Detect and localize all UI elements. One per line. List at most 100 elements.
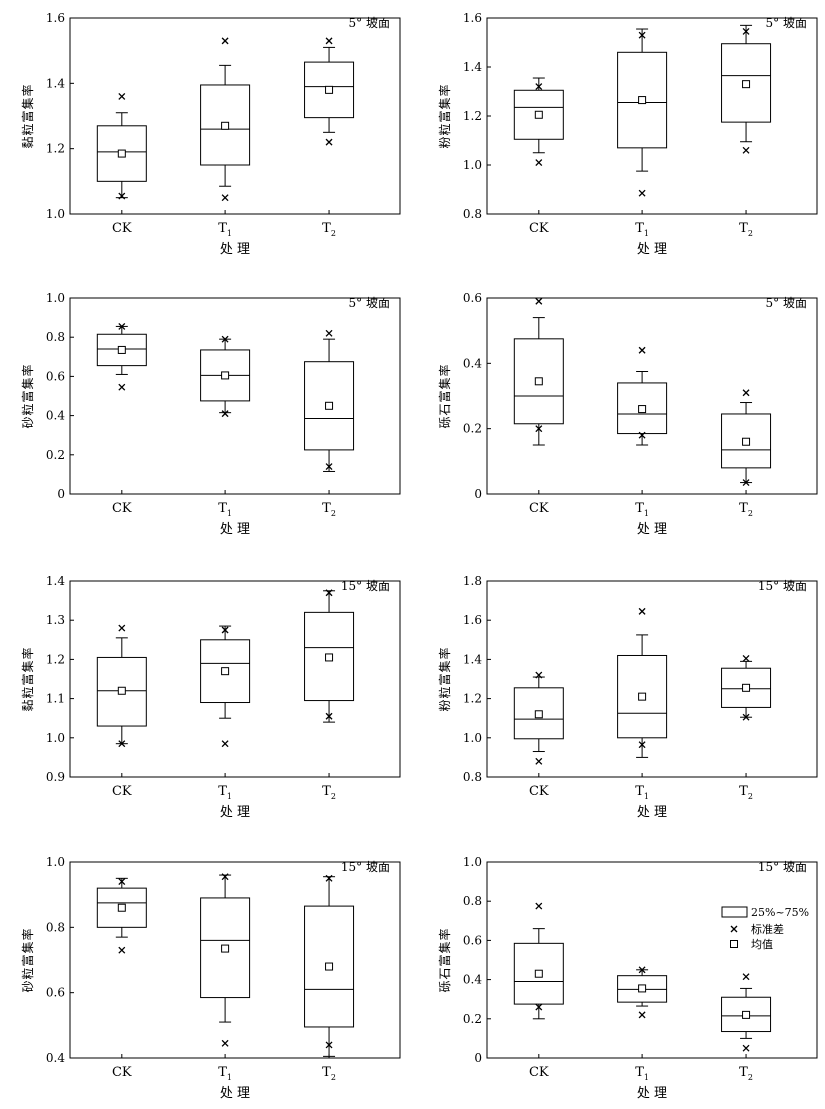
box-T1 [200, 335, 251, 418]
x-tick-label-CK: CK [112, 501, 132, 516]
y-tick-label: 1.0 [463, 855, 482, 869]
sd-marker [535, 159, 543, 167]
box-CK [96, 322, 147, 391]
legend-box-label: 25%~75% [751, 906, 809, 919]
sd-marker [325, 37, 333, 45]
legend-sd-label: 标准差 [751, 922, 784, 936]
x-axis-label: 处 理 [220, 805, 250, 820]
panel-title: 15° 坡面 [341, 860, 390, 874]
x-tick-label-T2: T2 [739, 1065, 753, 1082]
y-tick-label: 1.0 [463, 158, 482, 172]
y-tick-label: 0 [474, 1051, 482, 1065]
y-axis-label: 砾石富集率 [437, 363, 452, 428]
sd-marker [742, 654, 750, 662]
mean-marker [221, 121, 230, 130]
sd-marker [535, 1003, 543, 1011]
plot-frame [486, 861, 818, 1059]
box-T1 [200, 625, 251, 748]
sd-marker [325, 463, 333, 471]
box-T1 [617, 28, 668, 197]
mean-marker [117, 686, 126, 695]
x-tick-label-T1: T1 [635, 501, 649, 518]
y-axis-label: 砾石富集率 [437, 927, 452, 992]
y-axis-label: 砂粒富集率 [20, 363, 35, 428]
mean-marker [117, 149, 126, 158]
sd-marker [638, 31, 646, 39]
x-tick-label-T1: T1 [218, 1065, 232, 1082]
sd-marker [638, 966, 646, 974]
box-plot-panel-3: 0 0.2 0.4 0.6 0.8 1.0 砂粒富集率 5° 坡面 CK T1 T2 处 理 [20, 291, 401, 537]
mean-marker [221, 371, 230, 380]
y-tick-label: 0.4 [46, 1051, 65, 1065]
sd-marker [325, 138, 333, 146]
sd-marker [742, 973, 750, 981]
mean-marker [221, 667, 230, 676]
sd-marker [221, 740, 229, 748]
y-axis-label: 粉粒富集率 [437, 646, 452, 711]
mean-marker [534, 110, 543, 119]
x-axis-label: 处 理 [637, 805, 667, 820]
plot-frame [486, 580, 818, 778]
sd-marker [118, 740, 126, 748]
mean-marker [742, 683, 751, 692]
y-tick-label: 0.2 [463, 422, 482, 436]
sd-marker [638, 1011, 646, 1019]
y-tick-label: 1.0 [46, 855, 65, 869]
y-axis-label: 黏粒富集率 [20, 83, 35, 148]
x-tick-label-CK: CK [529, 221, 549, 236]
x-tick-label-T2: T2 [739, 784, 753, 801]
sd-marker [221, 37, 229, 45]
y-tick-label: 1.3 [46, 613, 65, 627]
mean-marker [638, 96, 647, 105]
sd-marker [221, 335, 229, 343]
legend-box-swatch [721, 906, 748, 918]
sd-marker [638, 431, 646, 439]
y-tick-label: 1.8 [463, 574, 482, 588]
x-axis-label: 处 理 [637, 522, 667, 537]
y-tick-label: 0.8 [46, 920, 65, 934]
y-tick-label: 1.0 [463, 731, 482, 745]
sd-marker [638, 741, 646, 749]
y-tick-label: 1.0 [46, 291, 65, 305]
x-axis-label: 处 理 [637, 242, 667, 257]
y-tick-label: 1.0 [46, 207, 65, 221]
y-tick-label: 0.8 [463, 770, 482, 784]
box-plot-panel-6: 0.8 1.0 1.2 1.4 1.6 1.8 粉粒富集率 15° 坡面 CK T1 T2 处 理 [437, 574, 818, 820]
y-tick-label: 0.6 [463, 291, 482, 305]
sd-marker [118, 192, 126, 200]
y-tick-label: 0.8 [46, 330, 65, 344]
box-CK [96, 877, 147, 954]
sd-marker [535, 297, 543, 305]
box-T2 [721, 973, 772, 1052]
sd-marker [118, 322, 126, 330]
box-CK [513, 297, 564, 446]
sd-marker [742, 1044, 750, 1052]
sd-marker [221, 873, 229, 881]
box-T2 [304, 37, 355, 146]
y-tick-label: 1.2 [46, 142, 65, 156]
sd-marker [638, 189, 646, 197]
x-axis-label: 处 理 [220, 522, 250, 537]
x-tick-label-CK: CK [112, 784, 132, 799]
sd-marker [535, 83, 543, 91]
mean-marker [325, 401, 334, 410]
y-tick-label: 0.6 [46, 369, 65, 383]
mean-marker [742, 80, 751, 89]
y-tick-label: 1.2 [463, 692, 482, 706]
y-tick-label: 0.8 [463, 894, 482, 908]
legend-mean-swatch [730, 940, 738, 948]
box-CK [513, 77, 564, 167]
y-tick-label: 1.4 [46, 574, 65, 588]
mean-marker [638, 984, 647, 993]
x-tick-label-CK: CK [529, 1065, 549, 1080]
sd-marker [325, 329, 333, 337]
plot-frame [69, 297, 401, 495]
y-tick-label: 0.4 [463, 973, 482, 987]
x-tick-label-CK: CK [112, 1065, 132, 1080]
y-tick-label: 1.2 [463, 109, 482, 123]
sd-marker [325, 589, 333, 597]
box-T2 [721, 389, 772, 487]
plot-frame [69, 580, 401, 778]
sd-marker [221, 410, 229, 418]
